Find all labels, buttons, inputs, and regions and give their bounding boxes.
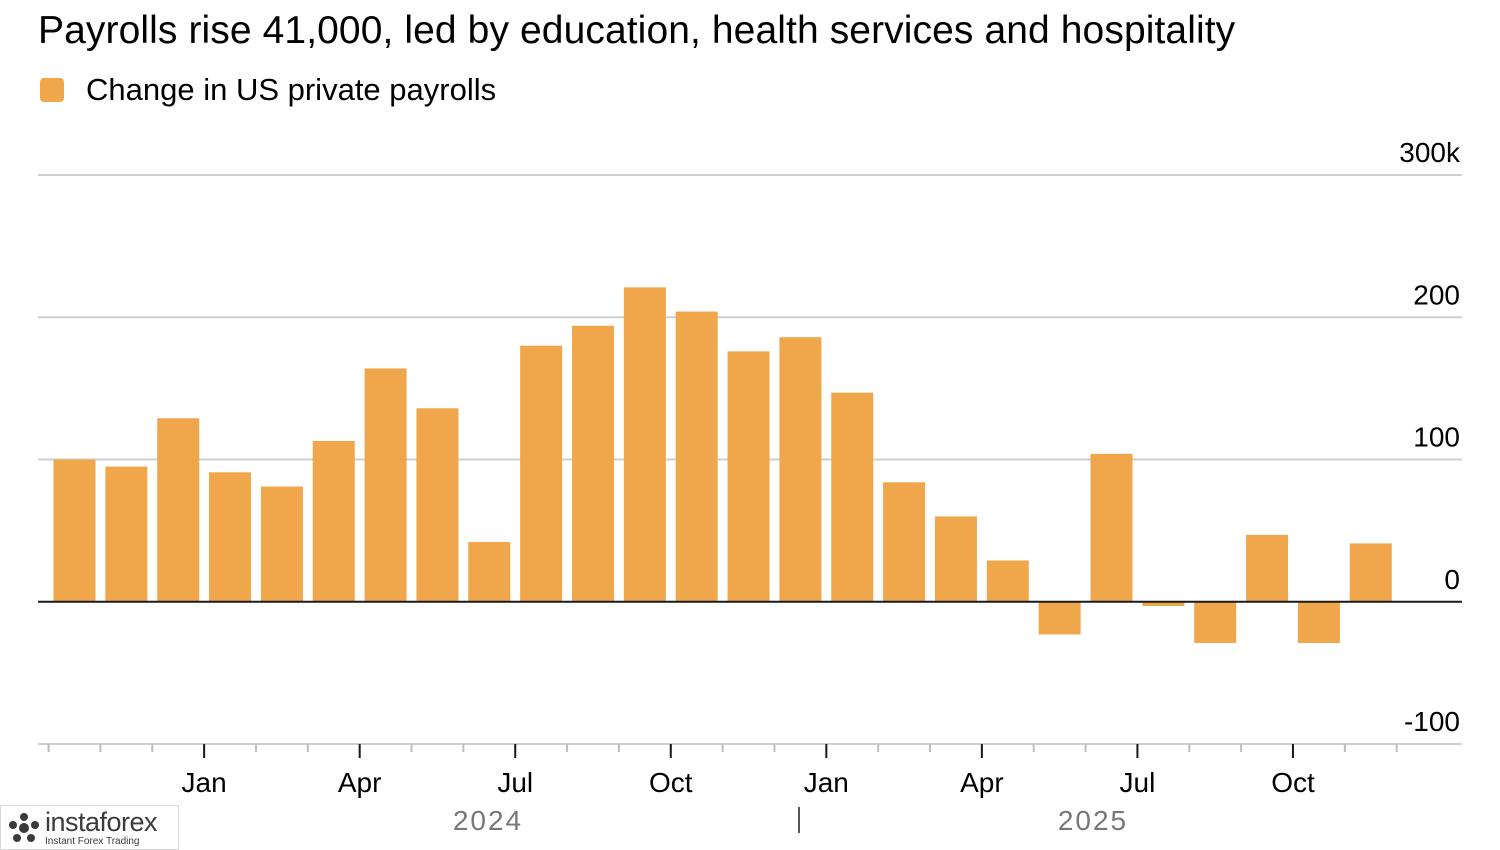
watermark-tagline: Instant Forex Trading xyxy=(45,835,140,847)
bar xyxy=(572,325,614,602)
y-tick-label: 300k xyxy=(1399,137,1461,168)
y-tick-label: 200 xyxy=(1413,279,1460,310)
year-label: 2024 xyxy=(453,805,523,836)
bar xyxy=(1349,543,1392,602)
instaforex-logo-icon xyxy=(9,812,39,842)
x-axis: JanAprJulOctJanAprJulOct202320242025 xyxy=(47,744,1398,836)
legend-label: Change in US private payrolls xyxy=(86,72,497,107)
x-tick-label: Oct xyxy=(1271,767,1315,798)
watermark: instaforex Instant Forex Trading xyxy=(0,805,179,850)
bar xyxy=(364,368,407,602)
bar xyxy=(260,486,303,602)
x-tick-label: Apr xyxy=(960,767,1004,798)
x-tick-label: Jul xyxy=(497,767,533,798)
watermark-brand: instaforex xyxy=(45,806,158,837)
bar xyxy=(209,472,252,602)
bar xyxy=(934,516,977,602)
bar xyxy=(520,345,563,602)
bar xyxy=(468,542,511,602)
y-tick-label: -100 xyxy=(1404,706,1460,737)
x-tick-label: Jul xyxy=(1120,767,1156,798)
bar xyxy=(727,351,770,602)
bar xyxy=(1038,601,1081,635)
bar xyxy=(779,337,822,602)
bar xyxy=(675,311,718,602)
bar xyxy=(416,408,459,602)
bar xyxy=(1090,453,1133,602)
bar xyxy=(1194,601,1237,644)
legend-swatch xyxy=(40,78,64,102)
y-axis-ticks: 300k 200 100 0 -100 xyxy=(1399,137,1461,737)
bar xyxy=(1297,601,1340,644)
x-tick-label: Jan xyxy=(182,767,227,798)
bar xyxy=(312,441,355,602)
bar xyxy=(157,418,200,602)
bar xyxy=(986,560,1029,602)
y-tick-label: 100 xyxy=(1413,422,1460,453)
year-label: 2025 xyxy=(1058,805,1128,836)
legend: Change in US private payrolls xyxy=(40,72,496,108)
x-tick-label: Jan xyxy=(804,767,849,798)
y-tick-label: 0 xyxy=(1444,564,1460,595)
bar xyxy=(831,392,874,602)
x-tick-label: Apr xyxy=(338,767,382,798)
x-tick-label: Oct xyxy=(649,767,693,798)
bars xyxy=(53,287,1392,644)
bar xyxy=(105,466,148,602)
bar xyxy=(623,287,666,602)
bar xyxy=(883,482,926,602)
chart-title: Payrolls rise 41,000, led by education, … xyxy=(38,9,1236,52)
bar xyxy=(1246,534,1289,602)
bar xyxy=(53,459,96,602)
bar xyxy=(1142,601,1185,607)
